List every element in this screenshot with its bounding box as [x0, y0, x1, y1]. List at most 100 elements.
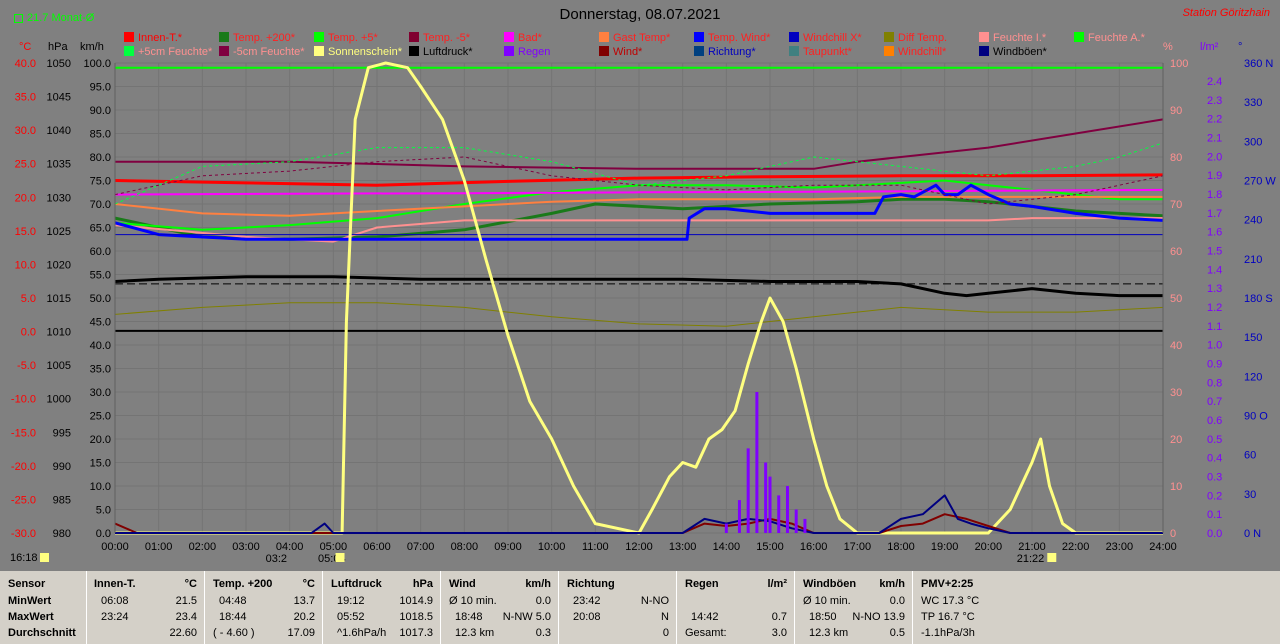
- pct-axis-label: %: [1163, 41, 1173, 53]
- hpa-tick-label: 995: [53, 427, 71, 439]
- time-tick-label: 12:00: [625, 541, 653, 553]
- legend-label: Taupunkt*: [803, 46, 852, 58]
- pct-tick-label: 50: [1170, 293, 1182, 305]
- legend-item[interactable]: Temp. Wind*: [694, 32, 770, 44]
- kmh-tick-label: 5.0: [96, 505, 111, 517]
- stats-innen-title: Innen-T.: [94, 578, 136, 590]
- stats-windboen-col: Windböen km/h Ø 10 min. 0.0 18:50 N-NO 1…: [794, 571, 913, 644]
- dir-tick-label: 210: [1244, 254, 1262, 266]
- kmh-tick-label: 95.0: [90, 82, 111, 94]
- series-line: [114, 188, 1164, 196]
- time-tick-label: 21:00: [1018, 541, 1046, 553]
- hpa-tick-label: 1050: [47, 58, 71, 70]
- celsius-tick-label: 25.0: [15, 159, 36, 171]
- kmh-tick-label: 90.0: [90, 105, 111, 117]
- stats-regen-unit: l/m²: [767, 578, 787, 590]
- legend-item[interactable]: Windchill X*: [789, 32, 862, 44]
- stats-richtung-title: Richtung: [567, 578, 615, 590]
- kmh-tick-label: 55.0: [90, 270, 111, 282]
- legend-item[interactable]: Bad*: [504, 32, 542, 44]
- time-tick-label: 00:00: [101, 541, 129, 553]
- stats-temp200-avg-value: 17.09: [287, 627, 315, 639]
- time-tick-label: 01:00: [145, 541, 173, 553]
- legend-item[interactable]: Temp. +200*: [219, 32, 295, 44]
- series-line: [115, 118, 1164, 170]
- legend-item[interactable]: +5cm Feuchte*: [124, 46, 212, 58]
- series-line: [114, 275, 1163, 298]
- weather-chart: 40.0 35.0 30.0 25.0 20.0 15.0 10.0 5.0 0.0 -5.0 -1…: [11, 41, 1276, 565]
- dir-tick-label: 300: [1244, 136, 1262, 148]
- stats-windboen-unit: km/h: [879, 578, 905, 590]
- legend-item[interactable]: Regen: [504, 46, 550, 58]
- rain-tick-label: 0.1: [1207, 509, 1222, 521]
- legend-item[interactable]: Richtung*: [694, 46, 756, 58]
- legend-label: +5cm Feuchte*: [138, 46, 213, 58]
- legend-label: Diff Temp.: [898, 32, 948, 44]
- stats-wind-avg-value: 0.3: [535, 627, 551, 639]
- kmh-tick-label: 60.0: [90, 246, 111, 258]
- legend-swatch-icon: [409, 32, 419, 42]
- legend-swatch-icon: [314, 46, 324, 56]
- time-tick-label: 22:00: [1062, 541, 1090, 553]
- rain-tick-label: 1.4: [1207, 264, 1222, 276]
- kmh-tick-label: 35.0: [90, 364, 111, 376]
- series-line: [114, 179, 1163, 231]
- stats-temp200-unit: °C: [302, 578, 315, 590]
- series-line: [114, 156, 1164, 205]
- legend-item[interactable]: Luftdruck*: [409, 46, 473, 58]
- stats-regen-max-time: 14:42: [691, 611, 719, 623]
- celsius-tick-label: 30.0: [15, 125, 36, 137]
- rain-tick-label: 0.2: [1207, 490, 1222, 502]
- stats-innen-min-value: 21.5: [175, 595, 197, 607]
- stats-avg-label: Durchschnitt: [8, 627, 76, 639]
- stats-windboen-max-time: 18:50: [809, 611, 837, 623]
- time-tick-label: 20:00: [975, 541, 1003, 553]
- legend-item[interactable]: Wind*: [599, 46, 642, 58]
- stats-wind-avg10-value: 0.0: [535, 595, 551, 607]
- dir-tick-label: 180 S: [1244, 293, 1273, 305]
- rain-tick-label: 1.0: [1207, 340, 1222, 352]
- time-tick-label: 02:00: [189, 541, 217, 553]
- stats-luftdruck-unit: hPa: [412, 578, 433, 590]
- stats-temp200-diff: ( - 4.60 ): [213, 627, 255, 639]
- pct-tick-label: 10: [1170, 481, 1182, 493]
- legend-item[interactable]: Windböen*: [979, 46, 1047, 58]
- stats-innen-min-time: 06:08: [101, 595, 129, 607]
- kmh-tick-label: 80.0: [90, 152, 111, 164]
- stats-temp200-max-value: 20.2: [293, 611, 315, 623]
- stats-innen-max-value: 23.4: [175, 611, 197, 623]
- legend-label: Feuchte A.*: [1088, 32, 1145, 44]
- chart-title: Donnerstag, 08.07.2021: [559, 6, 721, 23]
- legend-item[interactable]: Feuchte I.*: [979, 32, 1046, 44]
- series-line: [114, 142, 1164, 205]
- legend-item[interactable]: Temp. +5*: [314, 32, 378, 44]
- legend-item[interactable]: Innen-T.*: [124, 32, 182, 44]
- stats-richtung-avg-value: 0: [662, 627, 669, 639]
- kmh-tick-label: 15.0: [90, 458, 111, 470]
- pct-tick-label: 60: [1170, 246, 1182, 258]
- time-tick-label: 08:00: [451, 541, 479, 553]
- legend-item[interactable]: Windchill*: [884, 46, 946, 58]
- stats-temp200-title: Temp. +200: [213, 578, 273, 590]
- stats-regen-total-value: 3.0: [771, 627, 787, 639]
- pct-tick-label: 30: [1170, 387, 1182, 399]
- hpa-tick-label: 1015: [47, 293, 71, 305]
- legend-item[interactable]: Gast Temp*: [599, 32, 670, 44]
- stats-min-label: MinWert: [8, 595, 52, 607]
- legend-label: Bad*: [518, 32, 542, 44]
- time-tick-label: 05:00: [320, 541, 348, 553]
- dir-tick-label: 240: [1244, 215, 1262, 227]
- legend-item[interactable]: Diff Temp.: [884, 32, 947, 44]
- legend-item[interactable]: Sonnenschein*: [314, 46, 402, 58]
- legend-item[interactable]: Taupunkt*: [789, 46, 852, 58]
- time-tick-label: 23:00: [1106, 541, 1134, 553]
- kmh-tick-label: 100.0: [83, 58, 111, 70]
- hpa-tick-label: 1030: [47, 192, 71, 204]
- legend-item[interactable]: Feuchte A.*: [1074, 32, 1145, 44]
- kmh-tick-label: 20.0: [90, 434, 111, 446]
- time-tick-label: 15:00: [756, 541, 784, 553]
- celsius-tick-label: 15.0: [15, 226, 36, 238]
- legend-item[interactable]: -5cm Feuchte*: [219, 46, 305, 58]
- stats-windboen-max-value: N-NO 13.9: [852, 611, 905, 623]
- legend-item[interactable]: Temp. -5*: [409, 32, 470, 44]
